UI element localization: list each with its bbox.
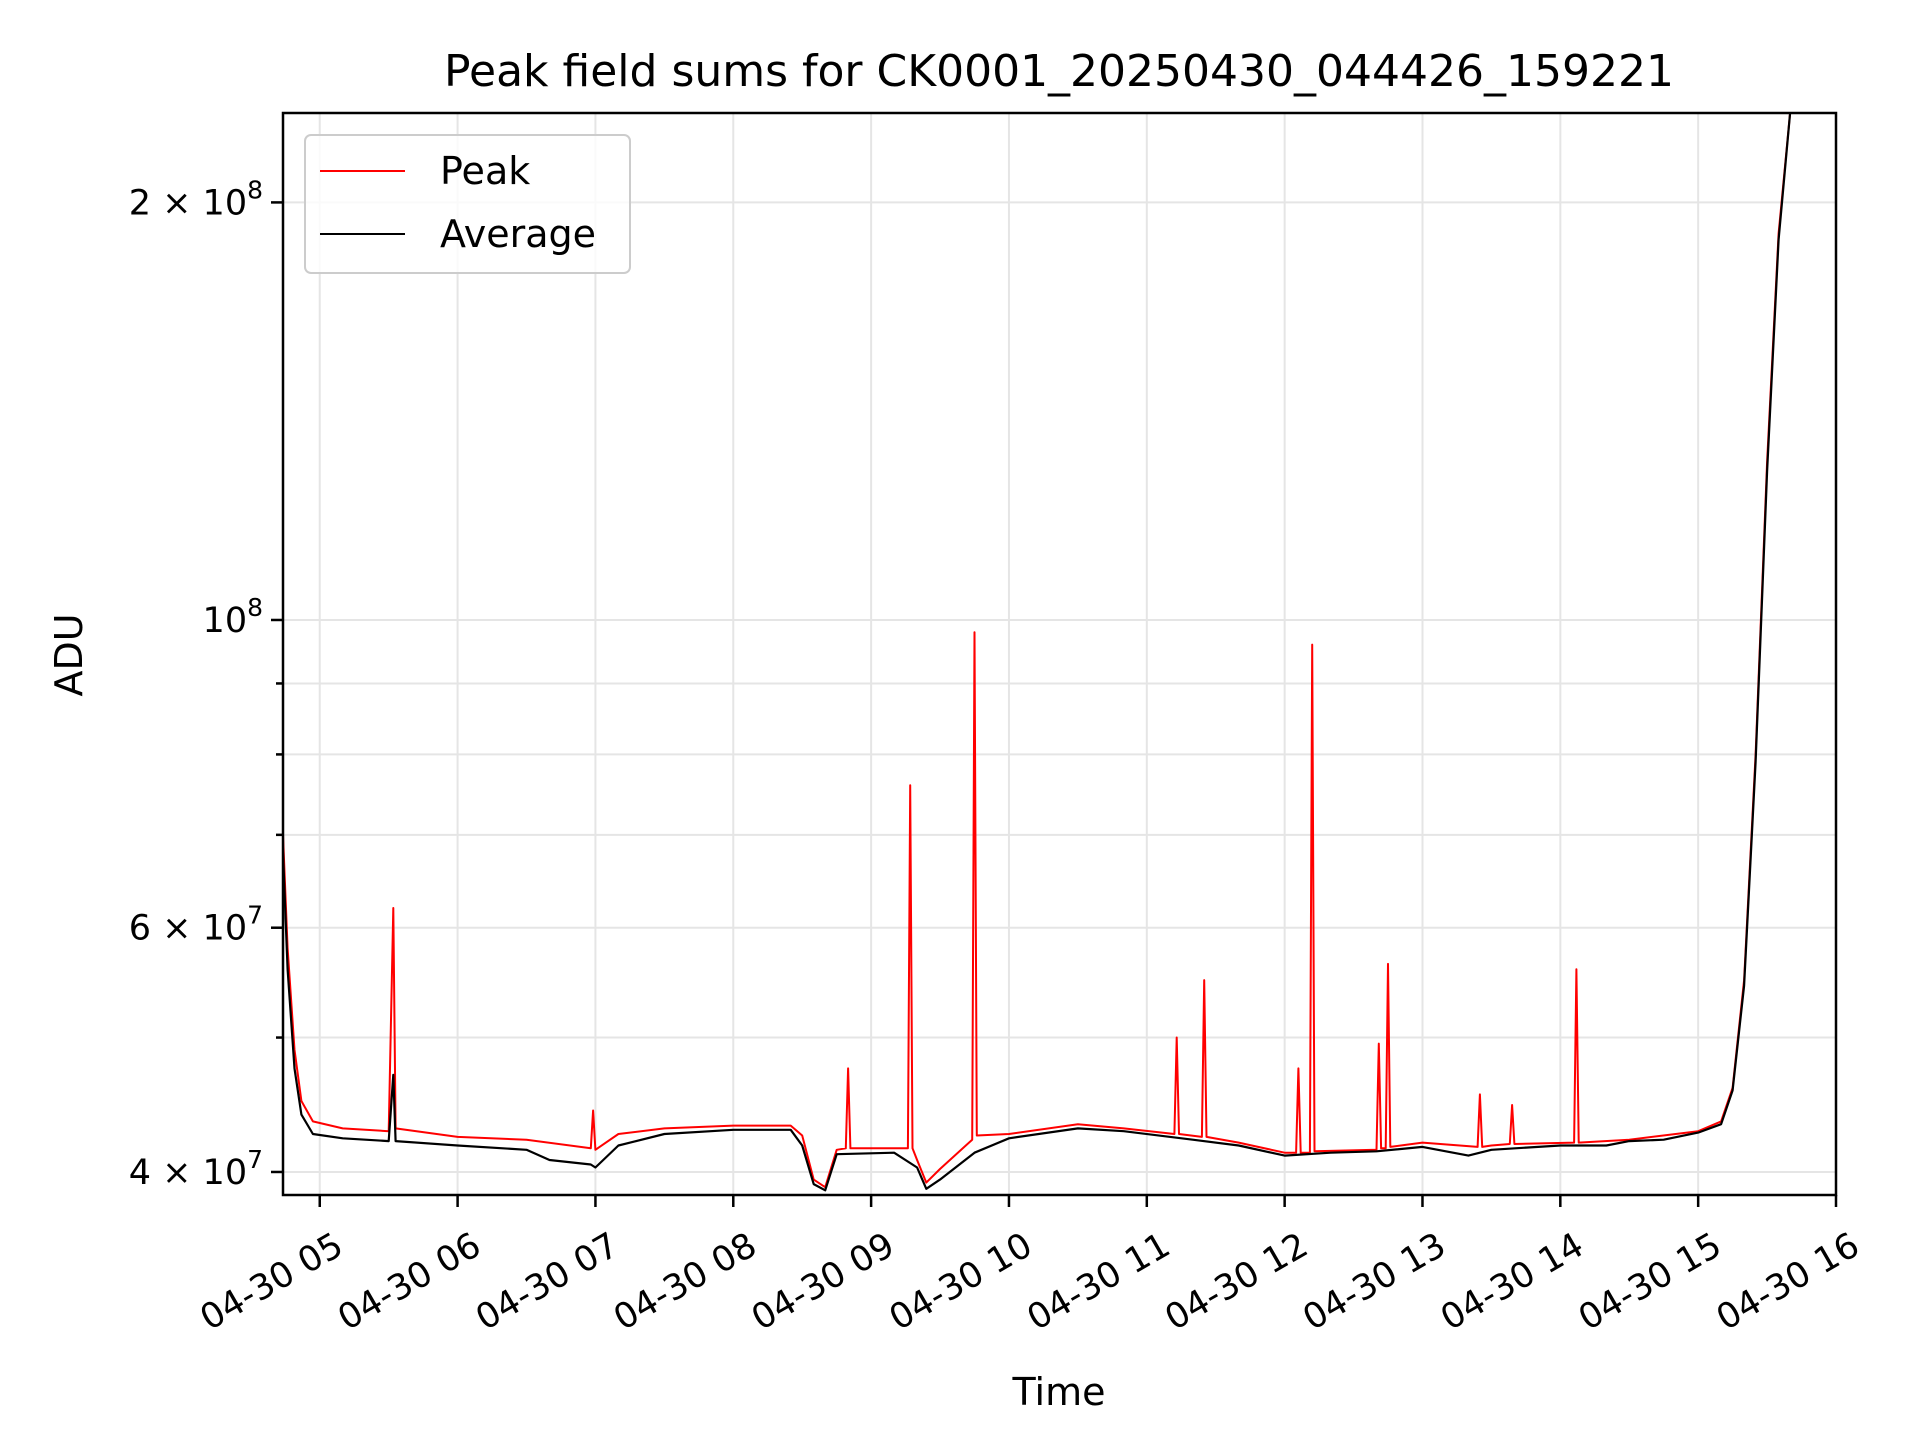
y-tick-label: 2 × 108 bbox=[129, 175, 263, 223]
series-line-peak bbox=[283, 113, 1792, 1189]
y-tick-label: 6 × 107 bbox=[129, 901, 263, 949]
legend-box bbox=[304, 134, 631, 274]
legend: Peak Average bbox=[304, 134, 631, 274]
y-tick-label: 108 bbox=[203, 593, 263, 641]
legend-label-peak: Peak bbox=[440, 149, 530, 193]
y-axis: 4 × 107 6 × 107 108 2 × 108 bbox=[129, 175, 283, 1193]
chart-title: Peak field sums for CK0001_20250430_0444… bbox=[444, 46, 1674, 97]
y-tick-label: 4 × 107 bbox=[129, 1145, 263, 1193]
plot-frame bbox=[281, 111, 1838, 1197]
x-axis-label: Time bbox=[1012, 1370, 1106, 1414]
series-layer bbox=[283, 113, 1792, 1192]
legend-label-average: Average bbox=[440, 212, 596, 256]
y-axis-label: ADU bbox=[47, 613, 91, 696]
series-line-average bbox=[283, 113, 1792, 1192]
